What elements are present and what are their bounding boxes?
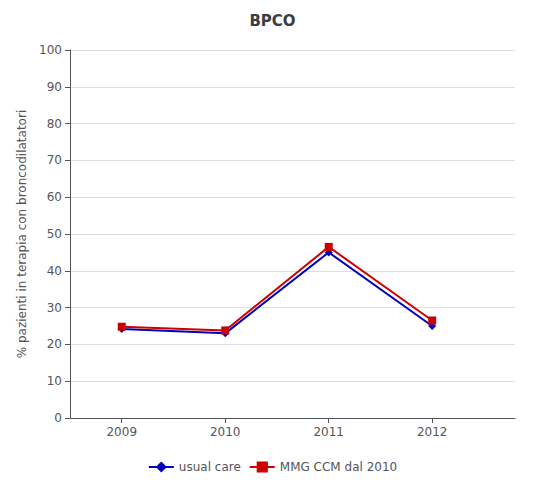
svg-text:2010: 2010 [210, 425, 241, 439]
svg-text:0: 0 [54, 411, 62, 425]
svg-text:BPCO: BPCO [249, 12, 295, 30]
svg-text:2009: 2009 [106, 425, 137, 439]
svg-text:20: 20 [47, 337, 62, 351]
svg-text:60: 60 [47, 190, 62, 204]
svg-text:100: 100 [39, 43, 62, 57]
svg-text:2012: 2012 [417, 425, 448, 439]
svg-text:90: 90 [47, 80, 62, 94]
svg-text:80: 80 [47, 117, 62, 131]
svg-text:50: 50 [47, 227, 62, 241]
svg-text:70: 70 [47, 153, 62, 167]
svg-text:usual care: usual care [179, 460, 241, 474]
svg-text:2011: 2011 [313, 425, 344, 439]
svg-text:MMG CCM dal 2010: MMG CCM dal 2010 [280, 460, 397, 474]
svg-text:10: 10 [47, 374, 62, 388]
svg-text:30: 30 [47, 301, 62, 315]
svg-text:40: 40 [47, 264, 62, 278]
svg-text:% pazienti in terapia con bron: % pazienti in terapia con broncodilatato… [15, 110, 29, 358]
